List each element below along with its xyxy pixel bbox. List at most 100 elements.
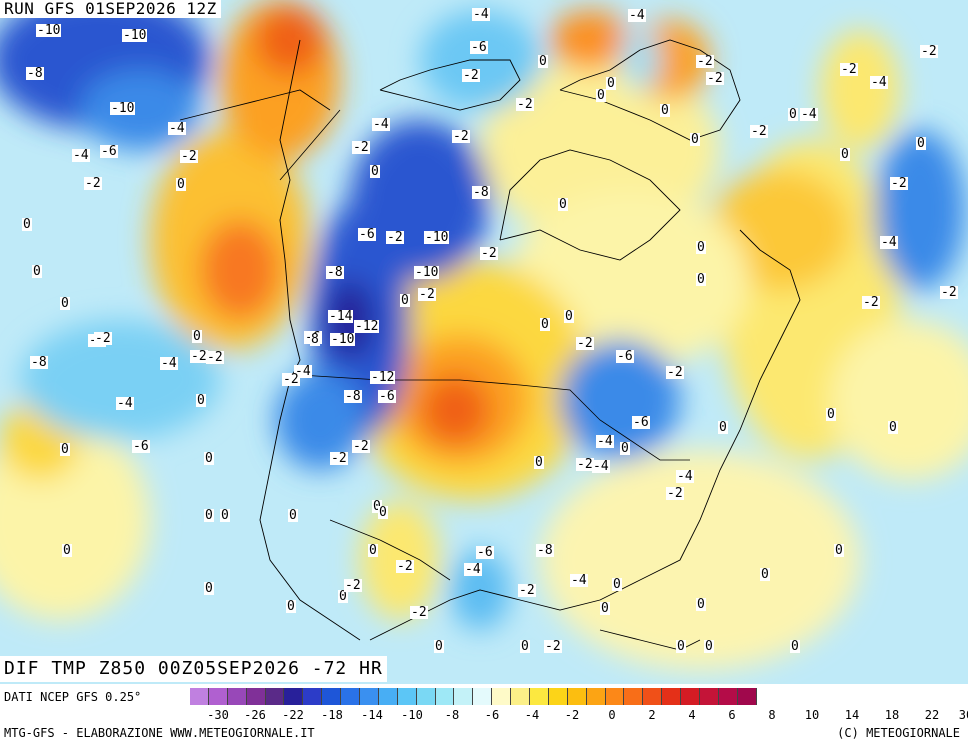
border (329, 519, 451, 581)
coastline (599, 629, 701, 651)
map-value-label: -6 (132, 439, 150, 454)
coastline (559, 39, 741, 141)
map-value-label: -4 (472, 7, 490, 22)
map-value-label: -10 (414, 265, 440, 280)
map-value-label: -2 (890, 176, 908, 191)
legend-tick-label: 0 (608, 708, 616, 722)
legend-swatch (416, 688, 436, 705)
legend-swatch (227, 688, 247, 705)
map-value-label: 0 (558, 197, 568, 212)
map-value-label: 0 (718, 420, 728, 435)
map-value-label: -2 (84, 176, 102, 191)
map-value-label: 0 (540, 317, 550, 332)
map-value-label: -4 (72, 148, 90, 163)
legend-swatch (303, 688, 323, 705)
map-value-label: -2 (516, 97, 534, 112)
map-value-label: -2 (396, 559, 414, 574)
map-value-label: 0 (534, 455, 544, 470)
map-value-label: 0 (834, 543, 844, 558)
legend-tick-label: 22 (924, 708, 940, 722)
map-value-label: -4 (570, 573, 588, 588)
legend-tick-label: -26 (244, 708, 266, 722)
legend-tick-label: -22 (282, 708, 304, 722)
legend-swatch (586, 688, 606, 705)
anomaly-field (820, 30, 900, 150)
legend-swatch (605, 688, 625, 705)
map-value-label: -2 (386, 230, 404, 245)
map-value-label: -8 (472, 185, 490, 200)
map-value-label: 0 (676, 639, 686, 654)
map-value-label: 0 (372, 499, 382, 514)
legend-swatch (567, 688, 587, 705)
legend-swatch (548, 688, 568, 705)
legend-swatch (322, 688, 342, 705)
anomaly-field (20, 320, 220, 440)
color-scale-legend (190, 688, 757, 706)
legend-tick-label: 18 (884, 708, 900, 722)
coastline (379, 59, 521, 111)
legend-tick-label: -8 (444, 708, 460, 722)
product-title: DIF TMP Z850 00Z05SEP2026 -72 HR (0, 656, 387, 682)
map-value-label: 0 (704, 639, 714, 654)
map-value-label: 0 (434, 639, 444, 654)
legend-swatch (246, 688, 266, 705)
legend-swatch (737, 688, 757, 705)
map-value-label: 0 (204, 581, 214, 596)
map-value-label: 0 (176, 177, 186, 192)
map-value-label: 0 (788, 107, 798, 122)
map-value-label: 0 (538, 54, 548, 69)
map-value-label: 0 (660, 103, 670, 118)
map-value-label: -2 (576, 457, 594, 472)
legend-swatch (341, 688, 361, 705)
map-value-label: 0 (22, 217, 32, 232)
legend-swatch (624, 688, 644, 705)
coastline (369, 229, 801, 641)
legend-tick-label: -4 (524, 708, 540, 722)
map-value-label: 0 (596, 88, 606, 103)
map-value-label: 2 (426, 287, 436, 302)
map-value-label: -8 (344, 389, 362, 404)
map-value-label: 0 (286, 599, 296, 614)
anomaly-field (560, 340, 680, 460)
legend-swatch (530, 688, 549, 705)
map-value-label: -2 (352, 439, 370, 454)
map-value-label: 0 (288, 508, 298, 523)
legend-tick-label: -14 (361, 708, 383, 722)
anomaly-field (275, 370, 365, 470)
legend-swatch (718, 688, 738, 705)
map-value-label: -2 (410, 605, 428, 620)
legend-swatch (492, 688, 512, 705)
map-value-label: -2 (180, 149, 198, 164)
anomaly-field (875, 130, 965, 290)
map-value-label: 0 (620, 441, 630, 456)
map-value-label: -4 (160, 356, 178, 371)
map-value-label: -4 (800, 107, 818, 122)
map-value-label: 0 (196, 393, 206, 408)
map-value-label: -8 (30, 355, 48, 370)
legend-tick-label: -2 (564, 708, 580, 722)
map-value-label: -4 (880, 235, 898, 250)
map-value-label: 0 (204, 451, 214, 466)
map-value-label: 0 (338, 589, 348, 604)
map-value-label: -10 (110, 101, 136, 116)
anomaly-field (420, 375, 490, 445)
map-value-label: -4 (628, 8, 646, 23)
anomaly-field (830, 320, 968, 480)
map-value-label: 0 (600, 601, 610, 616)
map-value-label: 0 (60, 442, 70, 457)
data-source-label: DATI NCEP GFS 0.25° (4, 690, 142, 704)
coastline (499, 149, 681, 261)
map-value-label: -2 (518, 583, 536, 598)
map-value-label: -2 (840, 62, 858, 77)
map-value-label: -4 (168, 121, 186, 136)
legend-tick-label: 14 (844, 708, 860, 722)
map-value-label: 0 (826, 407, 836, 422)
map-value-label: -6 (632, 415, 650, 430)
temperature-anomaly-map (0, 0, 968, 684)
map-value-label: 0 (840, 147, 850, 162)
legend-swatch (473, 688, 493, 705)
legend-swatch (208, 688, 228, 705)
map-value-label: -4 (596, 434, 614, 449)
map-value-label: 0 (378, 505, 388, 520)
legend-tick-label: 6 (728, 708, 736, 722)
